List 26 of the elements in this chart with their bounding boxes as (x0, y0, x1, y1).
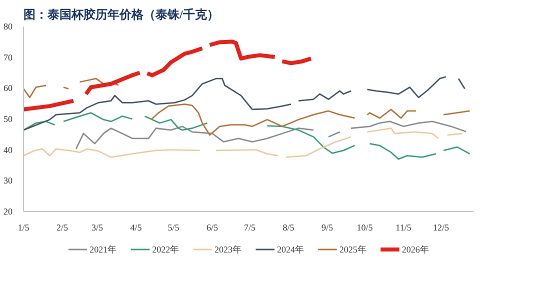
x-tick-label: 6/5 (206, 222, 218, 232)
x-tick-label: 11/5 (396, 222, 412, 232)
y-tick-label: 60 (4, 83, 13, 94)
y-tick-label: 30 (4, 176, 13, 186)
x-tick-label: 12/5 (433, 222, 450, 232)
x-tick-label: 10/5 (356, 222, 374, 232)
legend-label: 2021年 (90, 244, 117, 254)
legend-label: 2025年 (339, 244, 366, 254)
x-tick-label: 5/5 (168, 222, 180, 232)
y-tick-label: 40 (4, 144, 13, 155)
legend-label: 2026年 (402, 244, 429, 254)
y-tick-label: 50 (4, 114, 13, 124)
x-tick-label: 8/5 (282, 222, 295, 232)
legend-label: 2022年 (152, 244, 180, 254)
chart-title: 图：泰国杯胶历年价格（泰铢/千克） (24, 8, 219, 22)
y-tick-label: 70 (4, 52, 13, 62)
y-tick-label: 80 (4, 22, 13, 32)
x-tick-label: 4/5 (130, 222, 142, 232)
x-tick-label: 7/5 (244, 222, 256, 232)
x-tick-label: 2/5 (56, 222, 68, 232)
legend-label: 2024年 (276, 244, 304, 254)
x-tick-label: 1/5 (18, 222, 30, 232)
x-tick-label: 9/5 (322, 222, 334, 232)
x-tick-label: 3/5 (92, 222, 104, 232)
y-tick-label: 20 (4, 206, 13, 216)
legend-label: 2023年 (214, 244, 242, 254)
